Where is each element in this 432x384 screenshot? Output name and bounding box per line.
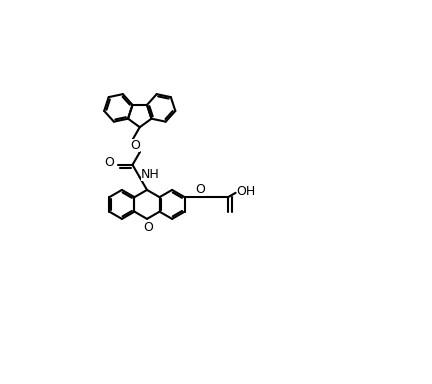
Text: OH: OH — [237, 185, 256, 198]
Text: O: O — [105, 156, 114, 169]
Text: O: O — [143, 221, 152, 234]
Text: O: O — [195, 183, 205, 196]
Text: O: O — [130, 139, 140, 152]
Text: NH: NH — [141, 168, 160, 181]
